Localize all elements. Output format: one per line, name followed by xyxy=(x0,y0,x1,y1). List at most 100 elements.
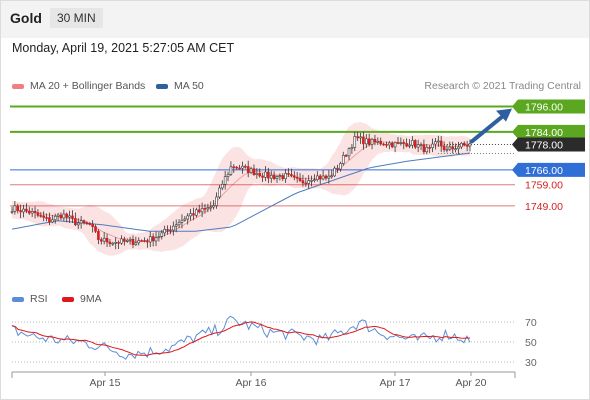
candle-body xyxy=(53,215,57,221)
candle-body xyxy=(212,205,215,208)
candle-body xyxy=(327,175,331,179)
candle-body xyxy=(117,242,120,244)
candle-body xyxy=(318,175,322,180)
candle-body xyxy=(376,140,380,143)
candle-body xyxy=(79,220,83,224)
candle-body xyxy=(454,148,457,151)
candle-body xyxy=(108,241,112,245)
candle-body xyxy=(30,211,34,214)
candle-body xyxy=(390,142,394,148)
candle-body xyxy=(399,142,403,144)
candle-body xyxy=(85,222,89,225)
candle-body xyxy=(229,166,233,175)
legend-ma20-swatch xyxy=(12,83,24,89)
candle-body xyxy=(128,238,132,241)
rsi-tick-label: 70 xyxy=(525,317,537,329)
candle-body xyxy=(258,173,262,177)
level-tag-1749.00: 1749.00 xyxy=(525,201,563,213)
candle-body xyxy=(123,238,126,242)
candle-body xyxy=(416,144,420,148)
candle-body xyxy=(457,146,460,150)
candle-body xyxy=(439,140,443,147)
candle-body xyxy=(220,184,224,189)
candle-body xyxy=(174,224,178,227)
candle-body xyxy=(125,239,129,242)
candle-body xyxy=(172,225,175,231)
candle-body xyxy=(304,182,308,185)
candle-body xyxy=(419,144,423,146)
candle-body xyxy=(344,155,348,157)
candle-body xyxy=(353,136,357,148)
legend-9ma-swatch xyxy=(62,296,74,302)
candle-body xyxy=(82,220,86,224)
candle-body xyxy=(292,175,296,178)
candle-body xyxy=(448,146,452,150)
legend-9ma-label: 9MA xyxy=(80,293,102,305)
level-tag-box-1796.00 xyxy=(512,99,585,114)
candle-body xyxy=(321,175,325,180)
candle-body xyxy=(367,138,371,145)
projection-arrow-head xyxy=(496,108,512,122)
legend-ma50-swatch xyxy=(156,83,168,89)
candle-body xyxy=(71,215,74,219)
candle-body xyxy=(255,173,259,175)
level-tag-box-1778.00 xyxy=(512,137,585,152)
candle-body xyxy=(468,143,472,147)
candle-body xyxy=(264,171,267,178)
timeframe-button[interactable]: 30 MIN xyxy=(50,8,103,28)
candle-body xyxy=(408,144,411,147)
candle-body xyxy=(434,141,437,145)
candle-body xyxy=(287,173,290,175)
candle-body xyxy=(160,232,164,237)
candle-body xyxy=(51,219,54,223)
level-tag-box-1766.00 xyxy=(512,162,585,177)
legend-rsi: RSI xyxy=(12,293,48,305)
x-tick-label: Apr 15 xyxy=(90,377,121,389)
candle-body xyxy=(249,168,253,173)
candle-body xyxy=(330,175,334,178)
candle-body xyxy=(333,167,336,177)
candle-body xyxy=(281,175,285,180)
candle-body xyxy=(445,148,449,151)
candle-body xyxy=(278,175,282,177)
candle-body xyxy=(154,237,158,242)
candle-body xyxy=(157,236,161,238)
candle-body xyxy=(33,211,37,213)
candle-body xyxy=(140,240,143,242)
candle-body xyxy=(166,229,169,231)
candle-body xyxy=(163,229,166,234)
candle-body xyxy=(195,209,198,216)
candle-body xyxy=(197,209,201,213)
candle-body xyxy=(62,213,66,219)
candle-body xyxy=(180,219,184,223)
candle-body xyxy=(16,205,20,212)
candle-body xyxy=(413,140,417,148)
candle-body xyxy=(465,144,469,147)
candle-body xyxy=(370,138,374,145)
candle-body xyxy=(48,217,51,223)
ma50-line xyxy=(11,152,471,232)
rsi-line xyxy=(11,315,471,360)
candle-body xyxy=(365,138,368,145)
candle-body xyxy=(379,140,383,145)
candle-body xyxy=(382,143,385,146)
legend-ma50-label: MA 50 xyxy=(174,80,204,92)
rsi-9ma-line xyxy=(11,321,471,356)
candle-body xyxy=(244,165,247,168)
candle-body xyxy=(143,240,146,242)
candle-body xyxy=(59,214,63,219)
candle-body xyxy=(226,174,230,177)
candle-body xyxy=(298,177,302,181)
candle-body xyxy=(290,174,293,177)
level-tag-1766.00: 1766.00 xyxy=(525,165,563,177)
candle-body xyxy=(137,240,141,244)
symbol-name: Gold xyxy=(10,10,42,26)
candle-body xyxy=(223,176,227,185)
candle-body xyxy=(261,175,264,178)
candle-body xyxy=(267,171,270,179)
legend-9ma: 9MA xyxy=(62,293,102,305)
candle-body xyxy=(134,242,138,245)
candle-body xyxy=(269,175,273,179)
x-tick-label: Apr 16 xyxy=(236,377,267,389)
